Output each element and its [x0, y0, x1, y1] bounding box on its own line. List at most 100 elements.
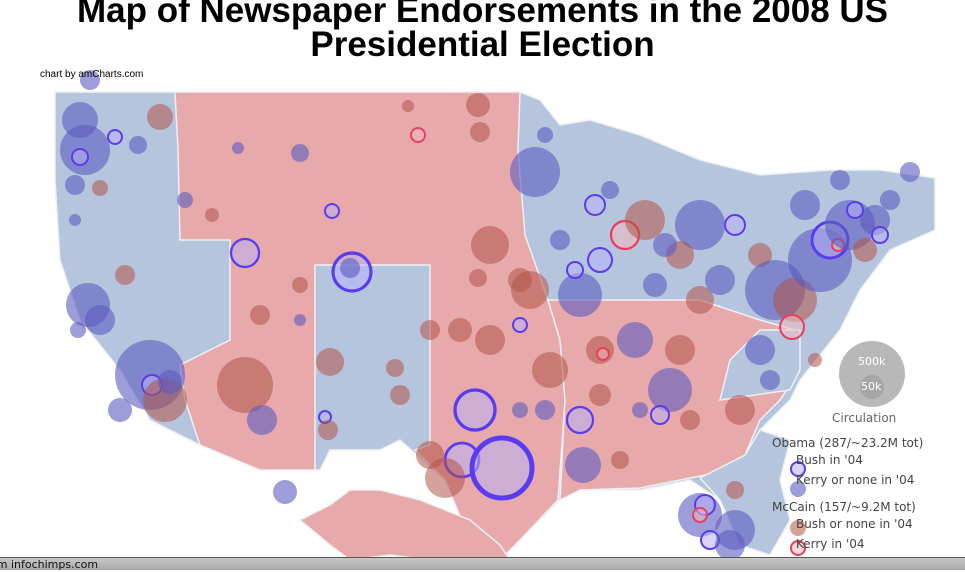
newspaper-bubble[interactable]: [390, 385, 410, 405]
newspaper-bubble[interactable]: [291, 144, 309, 162]
newspaper-bubble[interactable]: [471, 226, 509, 264]
newspaper-bubble[interactable]: [773, 278, 817, 322]
newspaper-bubble[interactable]: [232, 142, 244, 154]
newspaper-bubble[interactable]: [853, 238, 877, 262]
newspaper-bubble[interactable]: [217, 357, 273, 413]
newspaper-bubble[interactable]: [316, 348, 344, 376]
newspaper-bubble[interactable]: [675, 200, 725, 250]
newspaper-bubble[interactable]: [107, 129, 123, 145]
newspaper-bubble[interactable]: [294, 314, 306, 326]
newspaper-bubble[interactable]: [129, 136, 147, 154]
newspaper-bubble[interactable]: [510, 147, 560, 197]
newspaper-bubble[interactable]: [80, 70, 100, 90]
newspaper-bubble[interactable]: [535, 400, 555, 420]
newspaper-bubble[interactable]: [617, 322, 653, 358]
newspaper-bubble[interactable]: [318, 420, 338, 440]
newspaper-bubble[interactable]: [632, 402, 648, 418]
newspaper-bubble[interactable]: [880, 190, 900, 210]
newspaper-bubble[interactable]: [416, 441, 444, 469]
status-bar: om infochimps.com: [0, 557, 965, 571]
newspaper-bubble[interactable]: [601, 181, 619, 199]
newspaper-bubble[interactable]: [566, 261, 584, 279]
newspaper-bubble[interactable]: [725, 395, 755, 425]
newspaper-bubble[interactable]: [643, 273, 667, 297]
newspaper-bubble[interactable]: [565, 447, 601, 483]
newspaper-bubble[interactable]: [584, 194, 606, 216]
newspaper-bubble[interactable]: [532, 352, 568, 388]
newspaper-bubble[interactable]: [692, 507, 708, 523]
newspaper-bubble[interactable]: [830, 170, 850, 190]
newspaper-bubble[interactable]: [115, 265, 135, 285]
newspaper-bubble[interactable]: [871, 226, 889, 244]
newspaper-bubble[interactable]: [760, 370, 780, 390]
newspaper-bubble[interactable]: [596, 347, 610, 361]
newspaper-bubble[interactable]: [70, 322, 86, 338]
page-title: Map of Newspaper Endorsements in the 200…: [76, 0, 889, 64]
chart-credit-link[interactable]: chart by amCharts.com: [40, 69, 144, 80]
newspaper-bubble[interactable]: [92, 180, 108, 196]
newspaper-bubble[interactable]: [550, 230, 570, 250]
legend-marker-obama-bush[interactable]: [790, 461, 806, 477]
newspaper-bubble[interactable]: [386, 359, 404, 377]
newspaper-bubble[interactable]: [653, 233, 677, 257]
newspaper-bubble[interactable]: [625, 200, 665, 240]
newspaper-bubble[interactable]: [745, 335, 775, 365]
newspaper-bubble[interactable]: [229, 237, 261, 269]
newspaper-bubble[interactable]: [247, 405, 277, 435]
newspaper-bubble[interactable]: [273, 480, 297, 504]
newspaper-bubble[interactable]: [250, 305, 270, 325]
newspaper-bubble[interactable]: [324, 203, 340, 219]
legend-marker-obama-kerry[interactable]: [790, 481, 806, 497]
newspaper-bubble[interactable]: [65, 175, 85, 195]
size-legend-large: 500k: [858, 355, 886, 368]
newspaper-bubble[interactable]: [470, 122, 490, 142]
newspaper-bubble[interactable]: [846, 201, 864, 219]
newspaper-bubble[interactable]: [715, 530, 745, 560]
newspaper-bubble[interactable]: [402, 100, 414, 112]
newspaper-bubble[interactable]: [512, 402, 528, 418]
newspaper-bubble[interactable]: [537, 127, 553, 143]
newspaper-bubble[interactable]: [565, 405, 595, 435]
newspaper-bubble[interactable]: [410, 127, 426, 143]
newspaper-bubble[interactable]: [512, 317, 528, 333]
newspaper-bubble[interactable]: [448, 318, 472, 342]
newspaper-bubble[interactable]: [292, 277, 308, 293]
newspaper-bubble[interactable]: [705, 265, 735, 295]
newspaper-bubble[interactable]: [611, 451, 629, 469]
newspaper-bubble[interactable]: [648, 368, 692, 412]
newspaper-bubble[interactable]: [158, 370, 182, 394]
newspaper-bubble[interactable]: [475, 325, 505, 355]
newspaper-bubble[interactable]: [686, 286, 714, 314]
newspaper-bubble[interactable]: [808, 353, 822, 367]
newspaper-bubble[interactable]: [71, 148, 89, 166]
newspaper-bubble[interactable]: [340, 258, 360, 278]
size-legend-small: 50k: [861, 380, 882, 393]
newspaper-bubble[interactable]: [420, 320, 440, 340]
legend-mccain-header: McCain (157/~9.2M tot): [772, 500, 916, 514]
newspaper-bubble[interactable]: [589, 384, 611, 406]
newspaper-bubble[interactable]: [558, 273, 602, 317]
newspaper-bubble[interactable]: [900, 162, 920, 182]
newspaper-bubble[interactable]: [587, 247, 613, 273]
newspaper-bubble[interactable]: [790, 190, 820, 220]
newspaper-bubble[interactable]: [466, 93, 490, 117]
legend-marker-mccain-kerry[interactable]: [790, 540, 806, 556]
newspaper-bubble[interactable]: [748, 243, 772, 267]
newspaper-bubble[interactable]: [205, 208, 219, 222]
newspaper-bubble[interactable]: [508, 268, 532, 292]
newspaper-bubble[interactable]: [779, 314, 805, 340]
legend-marker-mccain-bush[interactable]: [790, 520, 806, 536]
newspaper-bubble[interactable]: [85, 305, 115, 335]
newspaper-bubble[interactable]: [726, 481, 744, 499]
newspaper-bubble[interactable]: [650, 405, 670, 425]
newspaper-bubble[interactable]: [147, 104, 173, 130]
newspaper-bubble[interactable]: [177, 192, 193, 208]
newspaper-bubble[interactable]: [724, 214, 746, 236]
newspaper-bubble[interactable]: [108, 398, 132, 422]
newspaper-bubble[interactable]: [680, 410, 700, 430]
newspaper-bubble[interactable]: [69, 214, 81, 226]
newspaper-bubble[interactable]: [665, 335, 695, 365]
newspaper-bubble[interactable]: [469, 269, 487, 287]
newspaper-bubble[interactable]: [453, 388, 497, 432]
newspaper-bubble[interactable]: [469, 435, 535, 501]
